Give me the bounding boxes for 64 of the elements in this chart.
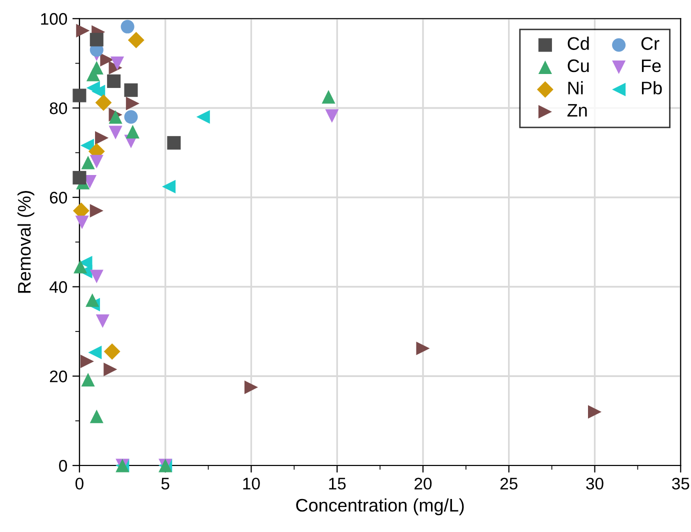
- point: [167, 136, 181, 150]
- y-tick-label: 40: [50, 281, 68, 293]
- point: [75, 216, 89, 230]
- point: [322, 90, 336, 104]
- point: [104, 362, 118, 376]
- point: [120, 20, 134, 34]
- legend-label: Pb: [642, 81, 662, 94]
- x-tick-label: 10: [243, 478, 260, 490]
- point: [86, 293, 100, 307]
- legend-label: Cd: [568, 36, 589, 50]
- y-tick-label: 60: [50, 192, 68, 204]
- point: [110, 56, 124, 70]
- point: [108, 110, 122, 124]
- point: [325, 109, 339, 123]
- point: [90, 270, 104, 284]
- point: [90, 204, 104, 218]
- x-tick-label: 20: [414, 478, 432, 490]
- x-tick-label: 5: [161, 478, 170, 490]
- legend-label: Cr: [641, 37, 660, 50]
- x-axis-title: Concentration (mg/L): [296, 498, 464, 516]
- point: [80, 354, 94, 368]
- point: [162, 180, 176, 194]
- y-axis-title: Removal (%): [17, 191, 34, 293]
- point: [90, 61, 104, 75]
- point: [100, 52, 114, 66]
- point: [95, 94, 112, 111]
- point: [124, 110, 138, 124]
- x-tick-label: 35: [672, 478, 690, 490]
- point: [90, 154, 104, 168]
- x-tick-label: 30: [586, 478, 604, 490]
- point: [588, 405, 602, 419]
- legend-label: Ni: [568, 81, 583, 94]
- x-tick-label: 15: [329, 478, 346, 490]
- point: [88, 346, 102, 360]
- legend-label: Cu: [568, 59, 589, 72]
- point: [72, 170, 86, 184]
- point: [95, 131, 109, 145]
- point: [124, 83, 138, 97]
- point: [96, 314, 110, 328]
- point: [126, 124, 140, 138]
- point: [416, 342, 430, 356]
- x-tick-label: 0: [75, 478, 84, 490]
- point: [81, 156, 95, 170]
- point: [244, 380, 258, 394]
- point: [128, 32, 144, 48]
- point: [72, 88, 86, 102]
- point: [104, 343, 120, 360]
- legend-label: Fe: [642, 60, 661, 72]
- point: [90, 32, 104, 46]
- legend-label: Zn: [567, 104, 587, 117]
- point: [90, 410, 104, 424]
- y-tick-label: 80: [50, 102, 68, 114]
- point: [81, 372, 95, 386]
- point: [108, 126, 122, 140]
- point: [107, 74, 121, 88]
- y-tick-label: 100: [41, 13, 68, 25]
- point: [196, 110, 210, 124]
- y-tick-label: 20: [50, 370, 68, 382]
- y-tick-label: 0: [59, 460, 68, 472]
- x-tick-label: 25: [500, 478, 518, 490]
- point: [74, 260, 88, 274]
- point: [76, 24, 90, 38]
- point: [92, 84, 106, 98]
- point: [126, 96, 140, 110]
